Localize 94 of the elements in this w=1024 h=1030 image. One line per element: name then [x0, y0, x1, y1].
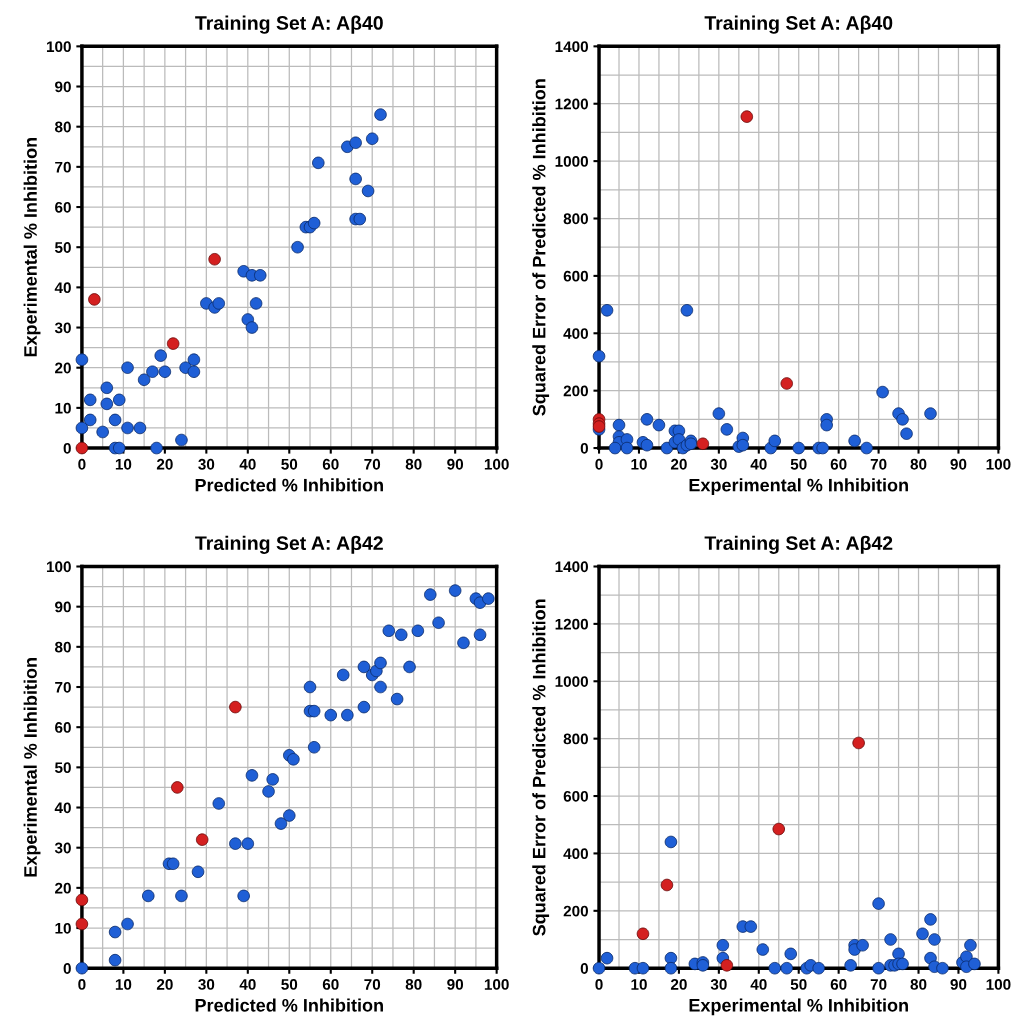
x-axis-title: Predicted % Inhibition: [195, 998, 383, 1012]
y-tick-label: 1000: [555, 676, 588, 687]
y-tick-label: 400: [563, 328, 588, 339]
x-tick-label: 60: [322, 458, 339, 470]
x-tick-label: 30: [198, 979, 215, 990]
y-tick-label: 50: [54, 762, 71, 774]
x-tick-label: 70: [870, 979, 887, 990]
x-tick-label: 10: [631, 979, 647, 990]
y-tick-label: 400: [563, 848, 588, 860]
y-axis-title: Experimental % Inhibition: [23, 137, 41, 357]
x-axis-title: Experimental % Inhibition: [689, 478, 908, 496]
x-tick-label: 90: [447, 979, 464, 990]
x-tick-label: 30: [198, 458, 215, 470]
x-tick-label: 40: [239, 979, 256, 990]
y-axis-title: Squared Error of Predicted % Inhibition: [532, 79, 550, 416]
x-tick-label: 60: [830, 979, 847, 990]
y-tick-label: 80: [55, 641, 71, 653]
chart-title: Training Set A: Aβ42: [195, 535, 383, 554]
y-tick-label: 60: [55, 201, 71, 213]
y-tick-label: 0: [580, 963, 588, 974]
chart-title: Training Set A: Aβ42: [704, 535, 893, 554]
x-tick-label: 50: [281, 458, 298, 470]
x-tick-label: 90: [950, 458, 967, 470]
y-tick-label: 600: [563, 790, 588, 802]
chart-title: Training Set A: Aβ40: [195, 15, 383, 34]
y-tick-label: 1000: [555, 155, 588, 167]
y-tick-label: 600: [563, 270, 588, 282]
y-tick-label: 100: [46, 561, 71, 573]
x-tick-label: 70: [870, 458, 887, 470]
x-tick-label: 20: [156, 458, 173, 470]
y-tick-label: 90: [55, 601, 71, 613]
y-tick-label: 1400: [555, 41, 588, 53]
x-tick-label: 80: [405, 458, 422, 470]
x-tick-label: 70: [364, 458, 381, 470]
y-tick-label: 0: [63, 442, 71, 454]
y-tick-label: 0: [63, 963, 71, 974]
x-tick-label: 100: [986, 979, 1011, 990]
x-tick-label: 50: [790, 979, 807, 990]
x-tick-label: 70: [364, 979, 381, 990]
x-tick-label: 20: [156, 979, 173, 990]
x-tick-label: 30: [710, 979, 727, 990]
y-tick-label: 80: [55, 121, 71, 133]
y-tick-label: 20: [55, 882, 71, 894]
x-tick-label: 40: [750, 458, 767, 470]
x-tick-label: 100: [484, 458, 509, 470]
y-tick-label: 200: [563, 905, 588, 917]
y-tick-label: 30: [54, 322, 71, 334]
x-tick-label: 40: [750, 979, 767, 990]
y-tick-label: 1200: [555, 618, 588, 630]
y-tick-label: 90: [55, 81, 71, 93]
x-tick-label: 80: [910, 458, 927, 470]
x-axis-title: Predicted % Inhibition: [195, 478, 383, 492]
y-axis-title: Squared Error of Predicted % Inhibition: [532, 599, 550, 936]
x-tick-label: 0: [78, 979, 86, 990]
y-tick-label: 60: [55, 722, 71, 733]
x-tick-label: 20: [670, 979, 687, 990]
y-tick-label: 200: [563, 385, 588, 397]
y-tick-label: 20: [55, 362, 71, 374]
x-tick-label: 0: [78, 458, 86, 470]
y-tick-label: 40: [54, 282, 71, 294]
x-tick-label: 50: [790, 458, 807, 470]
y-axis-title: Experimental % Inhibition: [23, 658, 41, 877]
x-tick-label: 90: [950, 979, 967, 990]
x-tick-label: 0: [595, 979, 603, 990]
y-tick-label: 800: [563, 213, 588, 225]
y-tick-label: 40: [54, 802, 71, 814]
y-tick-label: 1400: [555, 561, 588, 573]
x-tick-label: 80: [910, 979, 927, 990]
x-tick-label: 10: [631, 458, 647, 470]
x-tick-label: 20: [670, 458, 687, 470]
y-tick-label: 800: [563, 733, 588, 745]
y-tick-label: 10: [55, 922, 71, 934]
x-tick-label: 30: [710, 458, 727, 470]
y-tick-label: 30: [54, 842, 71, 854]
x-tick-label: 100: [484, 979, 509, 990]
chart-title: Training Set A: Aβ40: [704, 15, 893, 34]
x-tick-label: 0: [595, 458, 603, 470]
x-tick-label: 90: [447, 458, 464, 470]
x-tick-label: 60: [322, 979, 339, 990]
y-tick-label: 70: [55, 681, 71, 693]
y-tick-label: 50: [54, 242, 71, 253]
x-tick-label: 10: [115, 979, 132, 990]
y-tick-label: 10: [55, 402, 71, 414]
x-tick-label: 40: [239, 458, 256, 470]
y-tick-label: 100: [46, 41, 71, 53]
x-tick-label: 80: [405, 979, 422, 990]
x-axis-title: Experimental % Inhibition: [689, 998, 908, 1016]
x-tick-label: 10: [115, 458, 132, 470]
x-tick-label: 60: [830, 458, 847, 470]
x-tick-label: 50: [281, 979, 298, 990]
x-tick-label: 100: [986, 458, 1011, 470]
y-tick-label: 1200: [555, 98, 588, 110]
y-tick-label: 70: [55, 161, 71, 173]
y-tick-label: 0: [580, 442, 588, 454]
